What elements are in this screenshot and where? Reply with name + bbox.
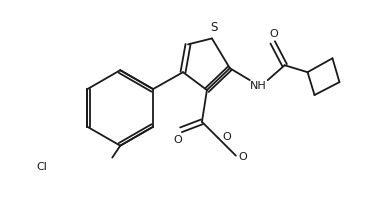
Text: O: O — [269, 30, 278, 39]
Text: O: O — [222, 132, 231, 142]
Text: O: O — [174, 135, 182, 145]
Text: O: O — [239, 152, 248, 162]
Text: S: S — [210, 21, 218, 34]
Text: Cl: Cl — [36, 162, 48, 171]
Text: NH: NH — [250, 81, 267, 91]
